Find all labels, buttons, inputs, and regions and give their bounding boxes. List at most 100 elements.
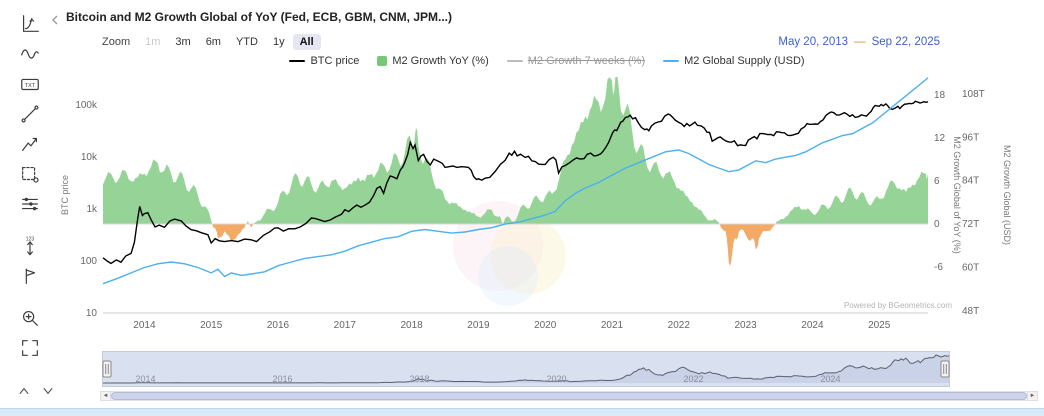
series-m2-growth-positive[interactable]: [103, 77, 928, 266]
range-selector: Zoom 1m 3m 6m YTD 1y All May 20, 2013 — …: [102, 33, 1036, 51]
navigator-series-area: [103, 355, 949, 383]
m2-7weeks-line-marker: [506, 60, 523, 62]
zoom-change-icon[interactable]: [15, 304, 45, 331]
navigator-mask[interactable]: [103, 352, 949, 386]
x-axis-label: 2018: [400, 320, 423, 331]
x-axis-label: 2014: [133, 320, 156, 331]
stock-tools-toolbar: TXT 123: [8, 10, 52, 361]
x-axis-label: 2022: [668, 320, 691, 331]
pct-axis-label: 12: [934, 133, 946, 144]
svg-text:123: 123: [26, 236, 35, 242]
usd-axis-title: M2 Growth Global (USD): [1002, 145, 1012, 245]
x-axis-label: 2019: [467, 320, 490, 331]
btc-axis-label: 100: [80, 256, 97, 267]
usd-axis-label: 60T: [962, 263, 979, 274]
flag-icon[interactable]: [15, 262, 45, 289]
legend-label: M2 Global Supply (USD): [684, 55, 805, 67]
x-axis-label: 2021: [601, 320, 624, 331]
navigator-year-label: 2020: [546, 374, 566, 384]
x-axis-label: 2025: [868, 320, 891, 331]
powered-by-credit[interactable]: Powered by BGeometrics.com: [844, 301, 952, 310]
legend-item-m2-global-supply[interactable]: M2 Global Supply (USD): [663, 55, 805, 67]
zoom-button-1y[interactable]: 1y: [266, 34, 292, 50]
btc-axis-label: 10k: [81, 152, 98, 163]
legend-label: M2 Growth YoY (%): [392, 55, 489, 67]
x-axis-label: 2015: [200, 320, 223, 331]
usd-axis-label: 96T: [962, 132, 979, 143]
scrollbar[interactable]: ◄ ►: [100, 391, 1038, 401]
legend: BTC price M2 Growth YoY (%) M2 Growth 7 …: [58, 55, 1036, 67]
page-bottom-strip: [0, 408, 1044, 416]
x-axis-label: 2020: [534, 320, 557, 331]
from-date-input[interactable]: May 20, 2013: [778, 36, 849, 48]
pct-axis-label: 18: [934, 90, 946, 101]
legend-label: M2 Growth 7 weeks (%): [527, 55, 646, 67]
text-annotation-icon[interactable]: TXT: [15, 70, 45, 97]
legend-item-m2-growth-yoy[interactable]: M2 Growth YoY (%): [377, 55, 489, 67]
date-range-separator: —: [854, 36, 866, 48]
x-axis-label: 2023: [734, 320, 757, 331]
chart-area: Bitcoin and M2 Growth Global of YoY (Fed…: [58, 8, 1036, 339]
m2-supply-line-marker: [663, 60, 680, 62]
scrollbar-track[interactable]: [111, 391, 1027, 401]
btc-axis-label: 100k: [75, 100, 98, 111]
zoom-label: Zoom: [102, 36, 131, 48]
brand-watermark: [490, 218, 566, 294]
to-date-input[interactable]: Sep 22, 2025: [871, 36, 940, 48]
measure-icon[interactable]: 123: [15, 232, 45, 259]
btc-axis-label: 1k: [86, 204, 98, 215]
pct-axis-label: 0: [934, 219, 940, 230]
usd-axis-label: 72T: [962, 219, 979, 230]
usd-axis-label: 108T: [962, 89, 985, 100]
shapes-icon[interactable]: [15, 160, 45, 187]
date-range: May 20, 2013 — Sep 22, 2025: [778, 36, 1036, 48]
scrollbar-left-arrow-icon[interactable]: ◄: [100, 391, 111, 401]
zoom-button-3m[interactable]: 3m: [168, 34, 197, 50]
pct-axis-label: -6: [934, 262, 943, 273]
brand-watermark: [478, 246, 538, 306]
x-axis-label: 2016: [267, 320, 290, 331]
x-axis-label: 2024: [801, 320, 824, 331]
zoom-button-1m[interactable]: 1m: [138, 34, 167, 50]
zoom-button-all[interactable]: All: [292, 34, 321, 50]
btc-axis-title: BTC price: [60, 175, 70, 215]
zoom-button-ytd[interactable]: YTD: [229, 34, 265, 50]
chevron-down-icon[interactable]: [40, 384, 55, 399]
fullscreen-icon[interactable]: [15, 334, 45, 361]
series-btc-price[interactable]: [102, 100, 929, 265]
pct-axis-title: M2 Growth Global of YoY (%): [952, 136, 962, 253]
legend-item-m2-growth-7-weeks[interactable]: M2 Growth 7 weeks (%): [506, 55, 646, 67]
toolbar-collapse-icon[interactable]: [48, 14, 62, 28]
usd-axis-label: 48T: [962, 306, 979, 317]
x-axis-label: 2017: [334, 320, 357, 331]
legend-item-btc-price[interactable]: BTC price: [289, 55, 359, 67]
segment-line-icon[interactable]: [15, 100, 45, 127]
btc-axis-label: 10: [86, 308, 98, 319]
advanced-annotations-icon[interactable]: [15, 40, 45, 67]
chart-title: Bitcoin and M2 Growth Global of YoY (Fed…: [66, 10, 453, 24]
navigator-year-label: 2018: [409, 374, 429, 384]
m2-growth-square-marker: [377, 56, 388, 66]
indicators-icon[interactable]: [15, 10, 45, 37]
legend-label: BTC price: [310, 55, 360, 67]
series-m2-global-supply-usd-[interactable]: [102, 77, 929, 285]
scrollbar-right-arrow-icon[interactable]: ►: [1027, 391, 1038, 401]
scrollbar-thumb[interactable]: [111, 392, 1027, 400]
navigator[interactable]: 2014 2016 2018 2020 2022 2024: [102, 351, 950, 387]
chevron-up-icon[interactable]: [16, 384, 31, 399]
navigator-year-label: 2022: [683, 374, 703, 384]
navigator-year-label: 2024: [820, 374, 840, 384]
navigator-series-line: [103, 354, 950, 384]
navigator-year-label: 2014: [135, 374, 155, 384]
navigator-handle-left[interactable]: [102, 360, 112, 378]
usd-axis-label: 84T: [962, 176, 979, 187]
crooked-lines-icon[interactable]: [15, 130, 45, 157]
zoom-button-6m[interactable]: 6m: [199, 34, 228, 50]
navigator-handle-right[interactable]: [940, 360, 950, 378]
navigator-year-label: 2016: [272, 374, 292, 384]
svg-text:TXT: TXT: [25, 82, 36, 88]
main-chart[interactable]: 2014 2015 2016 2017 2018 2019 2020 2021 2022 2023…: [58, 71, 1018, 339]
lines-icon[interactable]: [15, 190, 45, 217]
toolbar-toggle-group: [16, 384, 55, 399]
